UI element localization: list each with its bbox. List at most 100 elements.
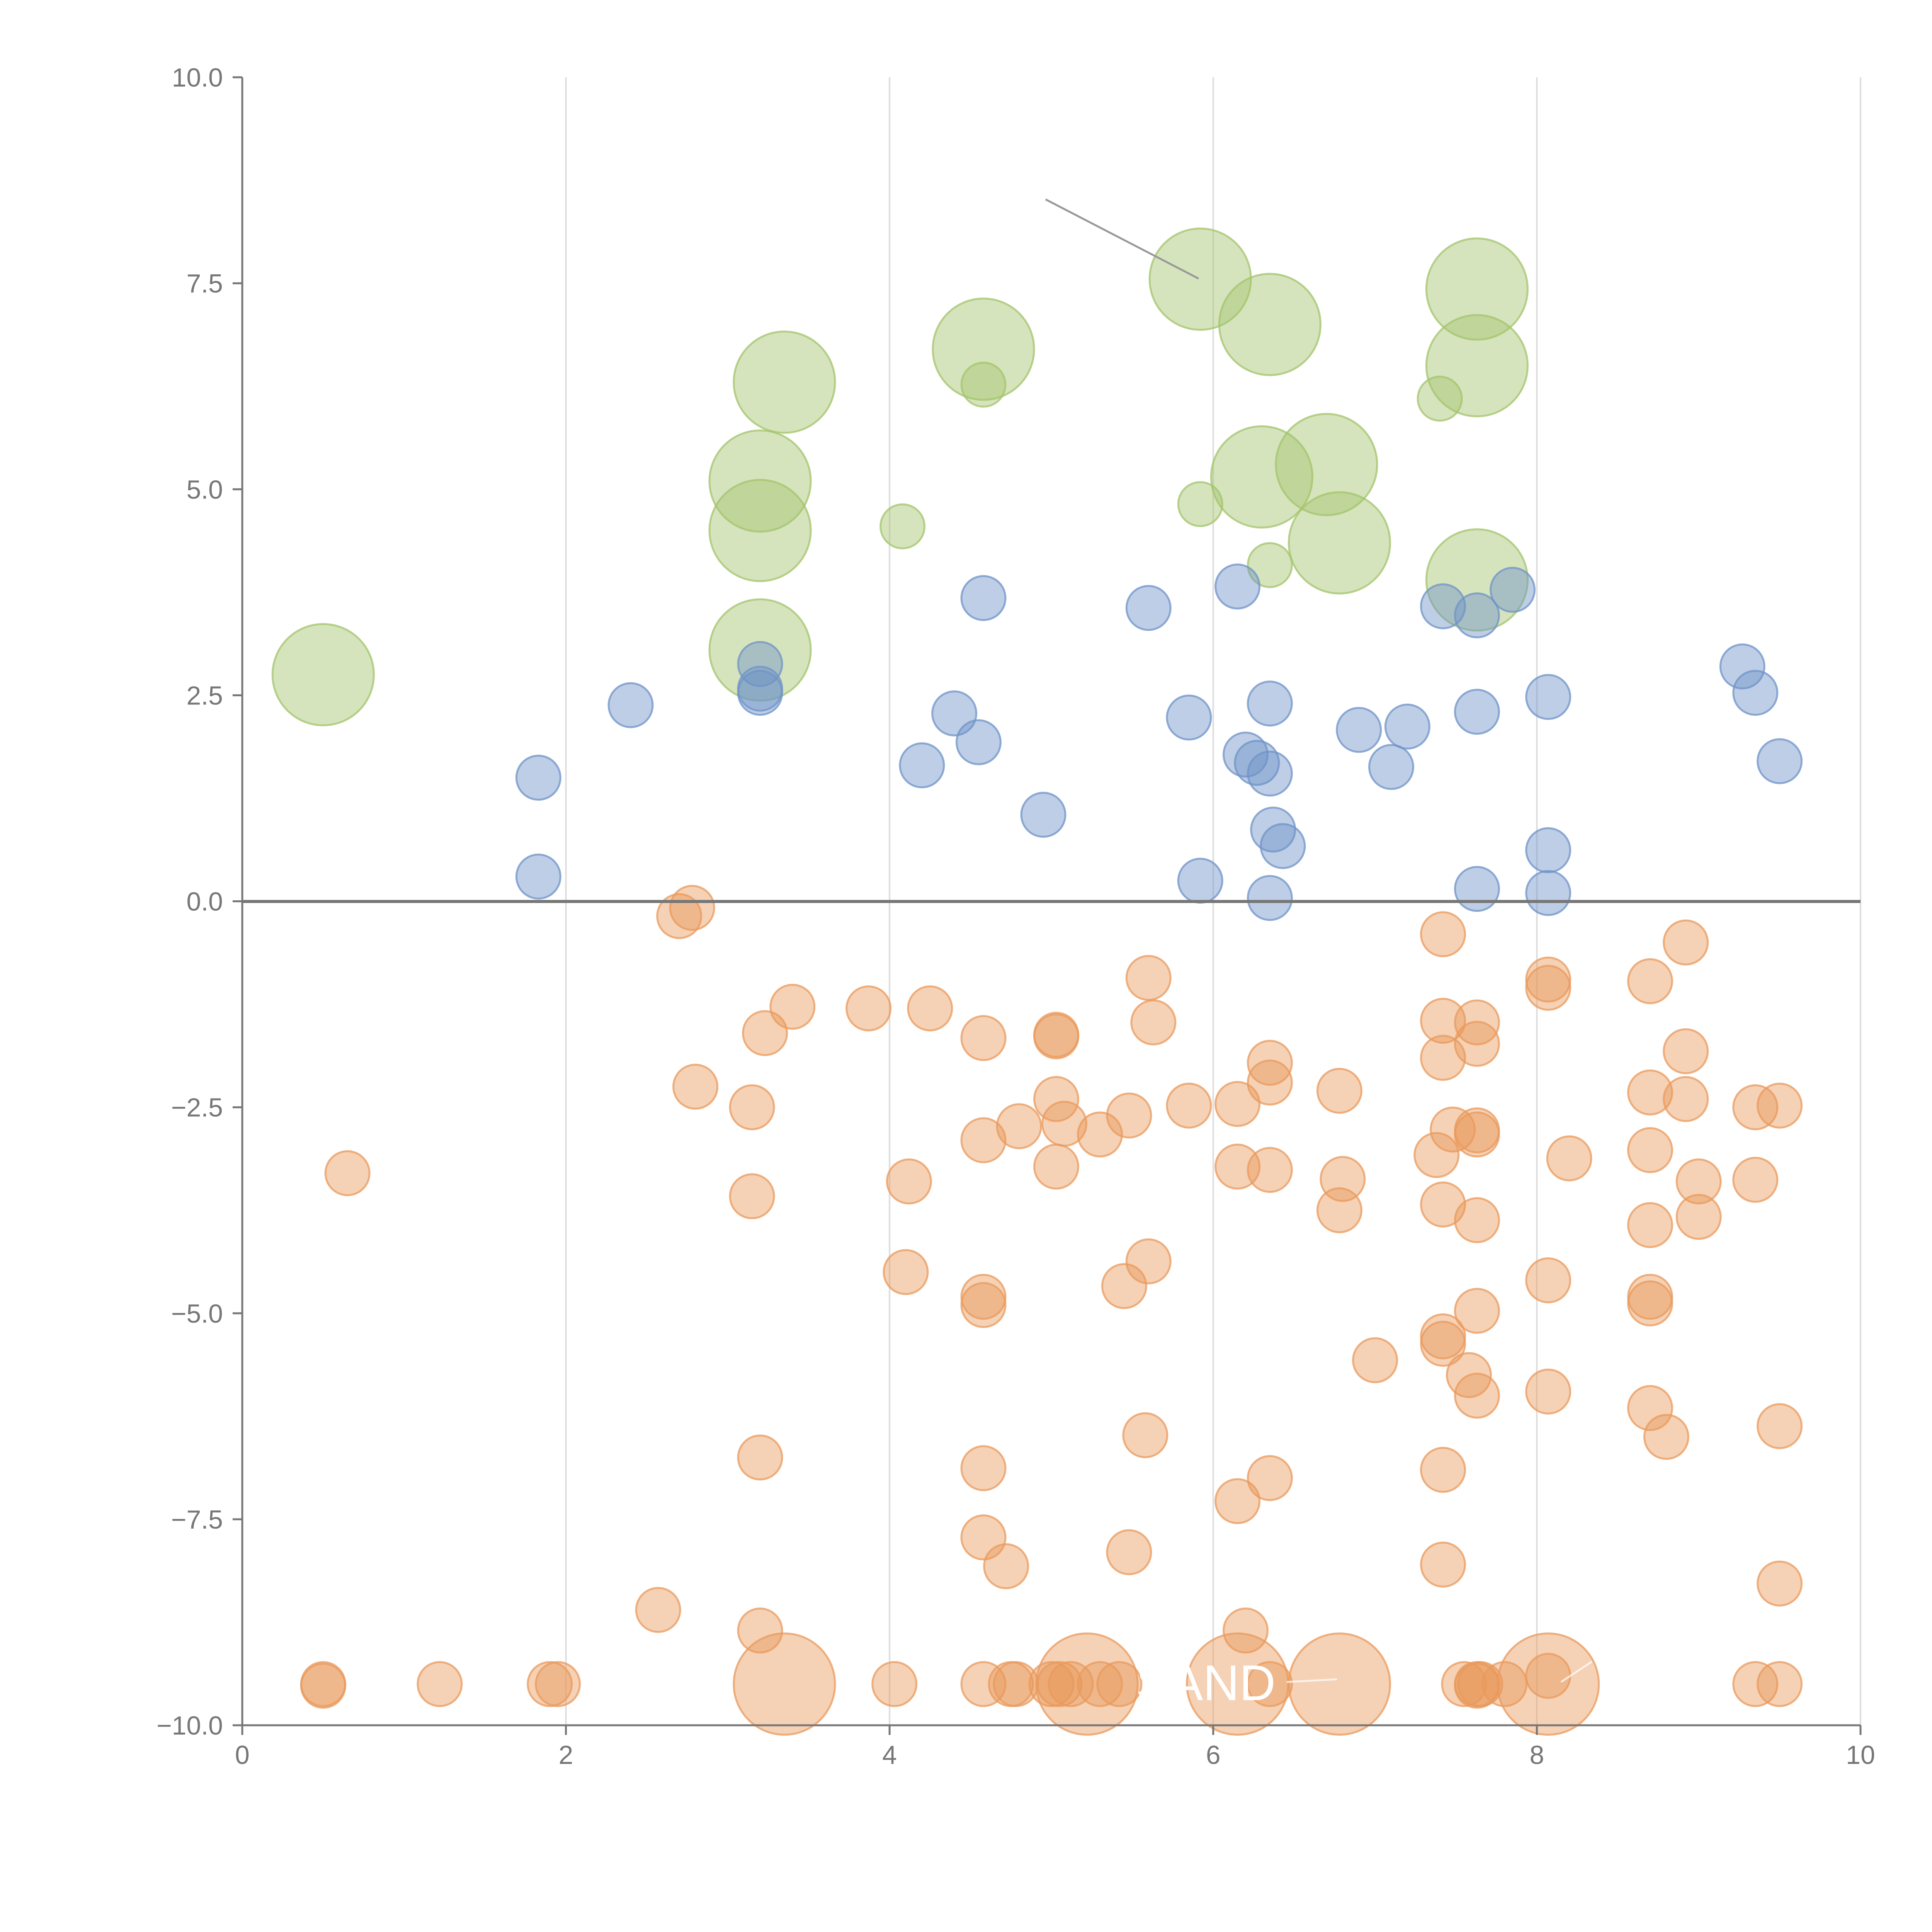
orange-bubble bbox=[1525, 1653, 1571, 1699]
orange-bubble bbox=[737, 1607, 783, 1654]
orange-bubble bbox=[635, 1587, 681, 1633]
orange-bubble bbox=[1247, 1039, 1293, 1086]
orange-bubble bbox=[1247, 1147, 1293, 1193]
orange-bubble bbox=[1036, 1661, 1083, 1707]
orange-bubble bbox=[1420, 998, 1466, 1044]
y-tick-label: 2.5 bbox=[186, 681, 223, 710]
orange-bubble bbox=[669, 885, 715, 931]
orange-bubble bbox=[535, 1661, 581, 1707]
orange-bubble bbox=[1627, 958, 1673, 1004]
blue-bubble bbox=[1757, 738, 1803, 784]
green-bubble bbox=[708, 598, 812, 702]
leader-line-sand bbox=[1286, 1678, 1337, 1683]
green-bubble bbox=[1218, 273, 1321, 376]
orange-bubble bbox=[1454, 1663, 1500, 1709]
blue-bubble bbox=[1525, 827, 1571, 873]
orange-bubble bbox=[417, 1661, 463, 1707]
orange-bubble bbox=[1101, 1263, 1147, 1309]
orange-bubble bbox=[960, 1015, 1007, 1061]
green-bubble bbox=[1287, 491, 1391, 595]
orange-bubble bbox=[1732, 1084, 1779, 1131]
blue-bubble bbox=[1247, 875, 1293, 921]
label-leader-lines bbox=[1045, 198, 1593, 1683]
orange-bubble bbox=[1033, 1012, 1080, 1058]
blue-bubble bbox=[1454, 592, 1500, 639]
y-tick-label: −2.5 bbox=[171, 1093, 223, 1122]
bubble-label-sand: SAND bbox=[1136, 1655, 1276, 1711]
orange-bubble bbox=[1481, 1661, 1528, 1707]
orange-bubble bbox=[324, 1150, 371, 1196]
orange-bubble bbox=[1430, 1106, 1476, 1153]
blue-bubble bbox=[1166, 694, 1212, 741]
x-tick-label: 2 bbox=[559, 1740, 573, 1770]
orange-bubble bbox=[1096, 1661, 1143, 1707]
orange-bubble bbox=[769, 983, 816, 1030]
orange-bubble bbox=[1757, 1661, 1803, 1707]
orange-bubble bbox=[1732, 1156, 1779, 1203]
orange-bubble bbox=[1125, 1238, 1172, 1284]
orange-bubble bbox=[960, 1117, 1007, 1163]
orange-bubble bbox=[1420, 1035, 1466, 1081]
orange-bubble bbox=[300, 1663, 346, 1709]
orange-bubble bbox=[1106, 1529, 1152, 1575]
orange-bubble bbox=[1130, 999, 1177, 1046]
orange-bubble bbox=[1454, 1020, 1500, 1067]
blue-bubble bbox=[1247, 750, 1293, 797]
orange-bubble bbox=[737, 1434, 783, 1481]
orange-bubble bbox=[1525, 1257, 1571, 1303]
orange-bubble bbox=[845, 985, 892, 1032]
blue-bubble bbox=[1525, 674, 1571, 720]
orange-bubble bbox=[1627, 1385, 1673, 1431]
orange-bubble bbox=[871, 1661, 918, 1707]
orange-bubble bbox=[960, 1661, 1007, 1707]
orange-bubble bbox=[1077, 1111, 1123, 1158]
green-bubble bbox=[733, 330, 836, 434]
orange-bubble bbox=[1757, 1560, 1803, 1607]
blue-bubble bbox=[737, 670, 783, 716]
green-bubble bbox=[1148, 227, 1252, 331]
orange-bubble bbox=[1166, 1082, 1212, 1129]
green-bubble bbox=[1425, 237, 1529, 341]
blue-bubble bbox=[1125, 585, 1172, 631]
orange-bubble bbox=[1033, 1143, 1080, 1190]
orange-bubble bbox=[983, 1543, 1029, 1589]
orange-bubble bbox=[1663, 1076, 1709, 1122]
green-bubble bbox=[960, 361, 1007, 408]
orange-bubble bbox=[1525, 1368, 1571, 1415]
leader-line-right bbox=[1560, 1660, 1593, 1683]
orange-bubble bbox=[1457, 1661, 1503, 1707]
orange-bubble bbox=[1214, 1478, 1261, 1524]
orange-bubble bbox=[1041, 1100, 1088, 1147]
orange-bubble bbox=[1525, 964, 1571, 1011]
y-tick-label: 10.0 bbox=[172, 63, 223, 92]
blue-bubble bbox=[1214, 563, 1261, 610]
orange-bubble bbox=[729, 1084, 775, 1131]
green-bubble bbox=[879, 503, 926, 549]
tick-marks-and-labels: 0 2 4 6 8 10 10.0 7.5 5.0 2.5 0.0 −2.5 −5.0 −7.5 −10.0 bbox=[156, 63, 1875, 1770]
orange-bubble bbox=[1413, 1132, 1460, 1178]
leader-line-top bbox=[1045, 198, 1199, 280]
orange-bubble bbox=[1627, 1202, 1673, 1248]
blue-bubble bbox=[1020, 792, 1066, 838]
orange-bubble bbox=[1627, 1069, 1673, 1116]
blue-bubble bbox=[1525, 870, 1571, 916]
orange-bubble bbox=[1247, 1060, 1293, 1106]
orange-bubble bbox=[1454, 1287, 1500, 1334]
orange-bubble bbox=[1546, 1135, 1592, 1182]
x-tick-label: 8 bbox=[1529, 1740, 1544, 1770]
orange-bubble bbox=[1757, 1403, 1803, 1449]
blue-bubble bbox=[899, 742, 945, 789]
bubble-layer bbox=[271, 227, 1803, 1736]
orange-bubble bbox=[1454, 1111, 1500, 1158]
green-bubble bbox=[1425, 528, 1529, 632]
orange-bubble bbox=[1247, 1455, 1293, 1501]
blue-bubble bbox=[1368, 744, 1414, 790]
orange-bubble bbox=[1454, 1197, 1500, 1243]
orange-bubble bbox=[1214, 1081, 1261, 1127]
y-tick-label: −10.0 bbox=[156, 1711, 223, 1740]
orange-bubble bbox=[1420, 1541, 1466, 1588]
orange-bubble bbox=[656, 893, 702, 939]
green-bubble bbox=[932, 298, 1035, 401]
blue-bubble bbox=[1454, 866, 1500, 912]
